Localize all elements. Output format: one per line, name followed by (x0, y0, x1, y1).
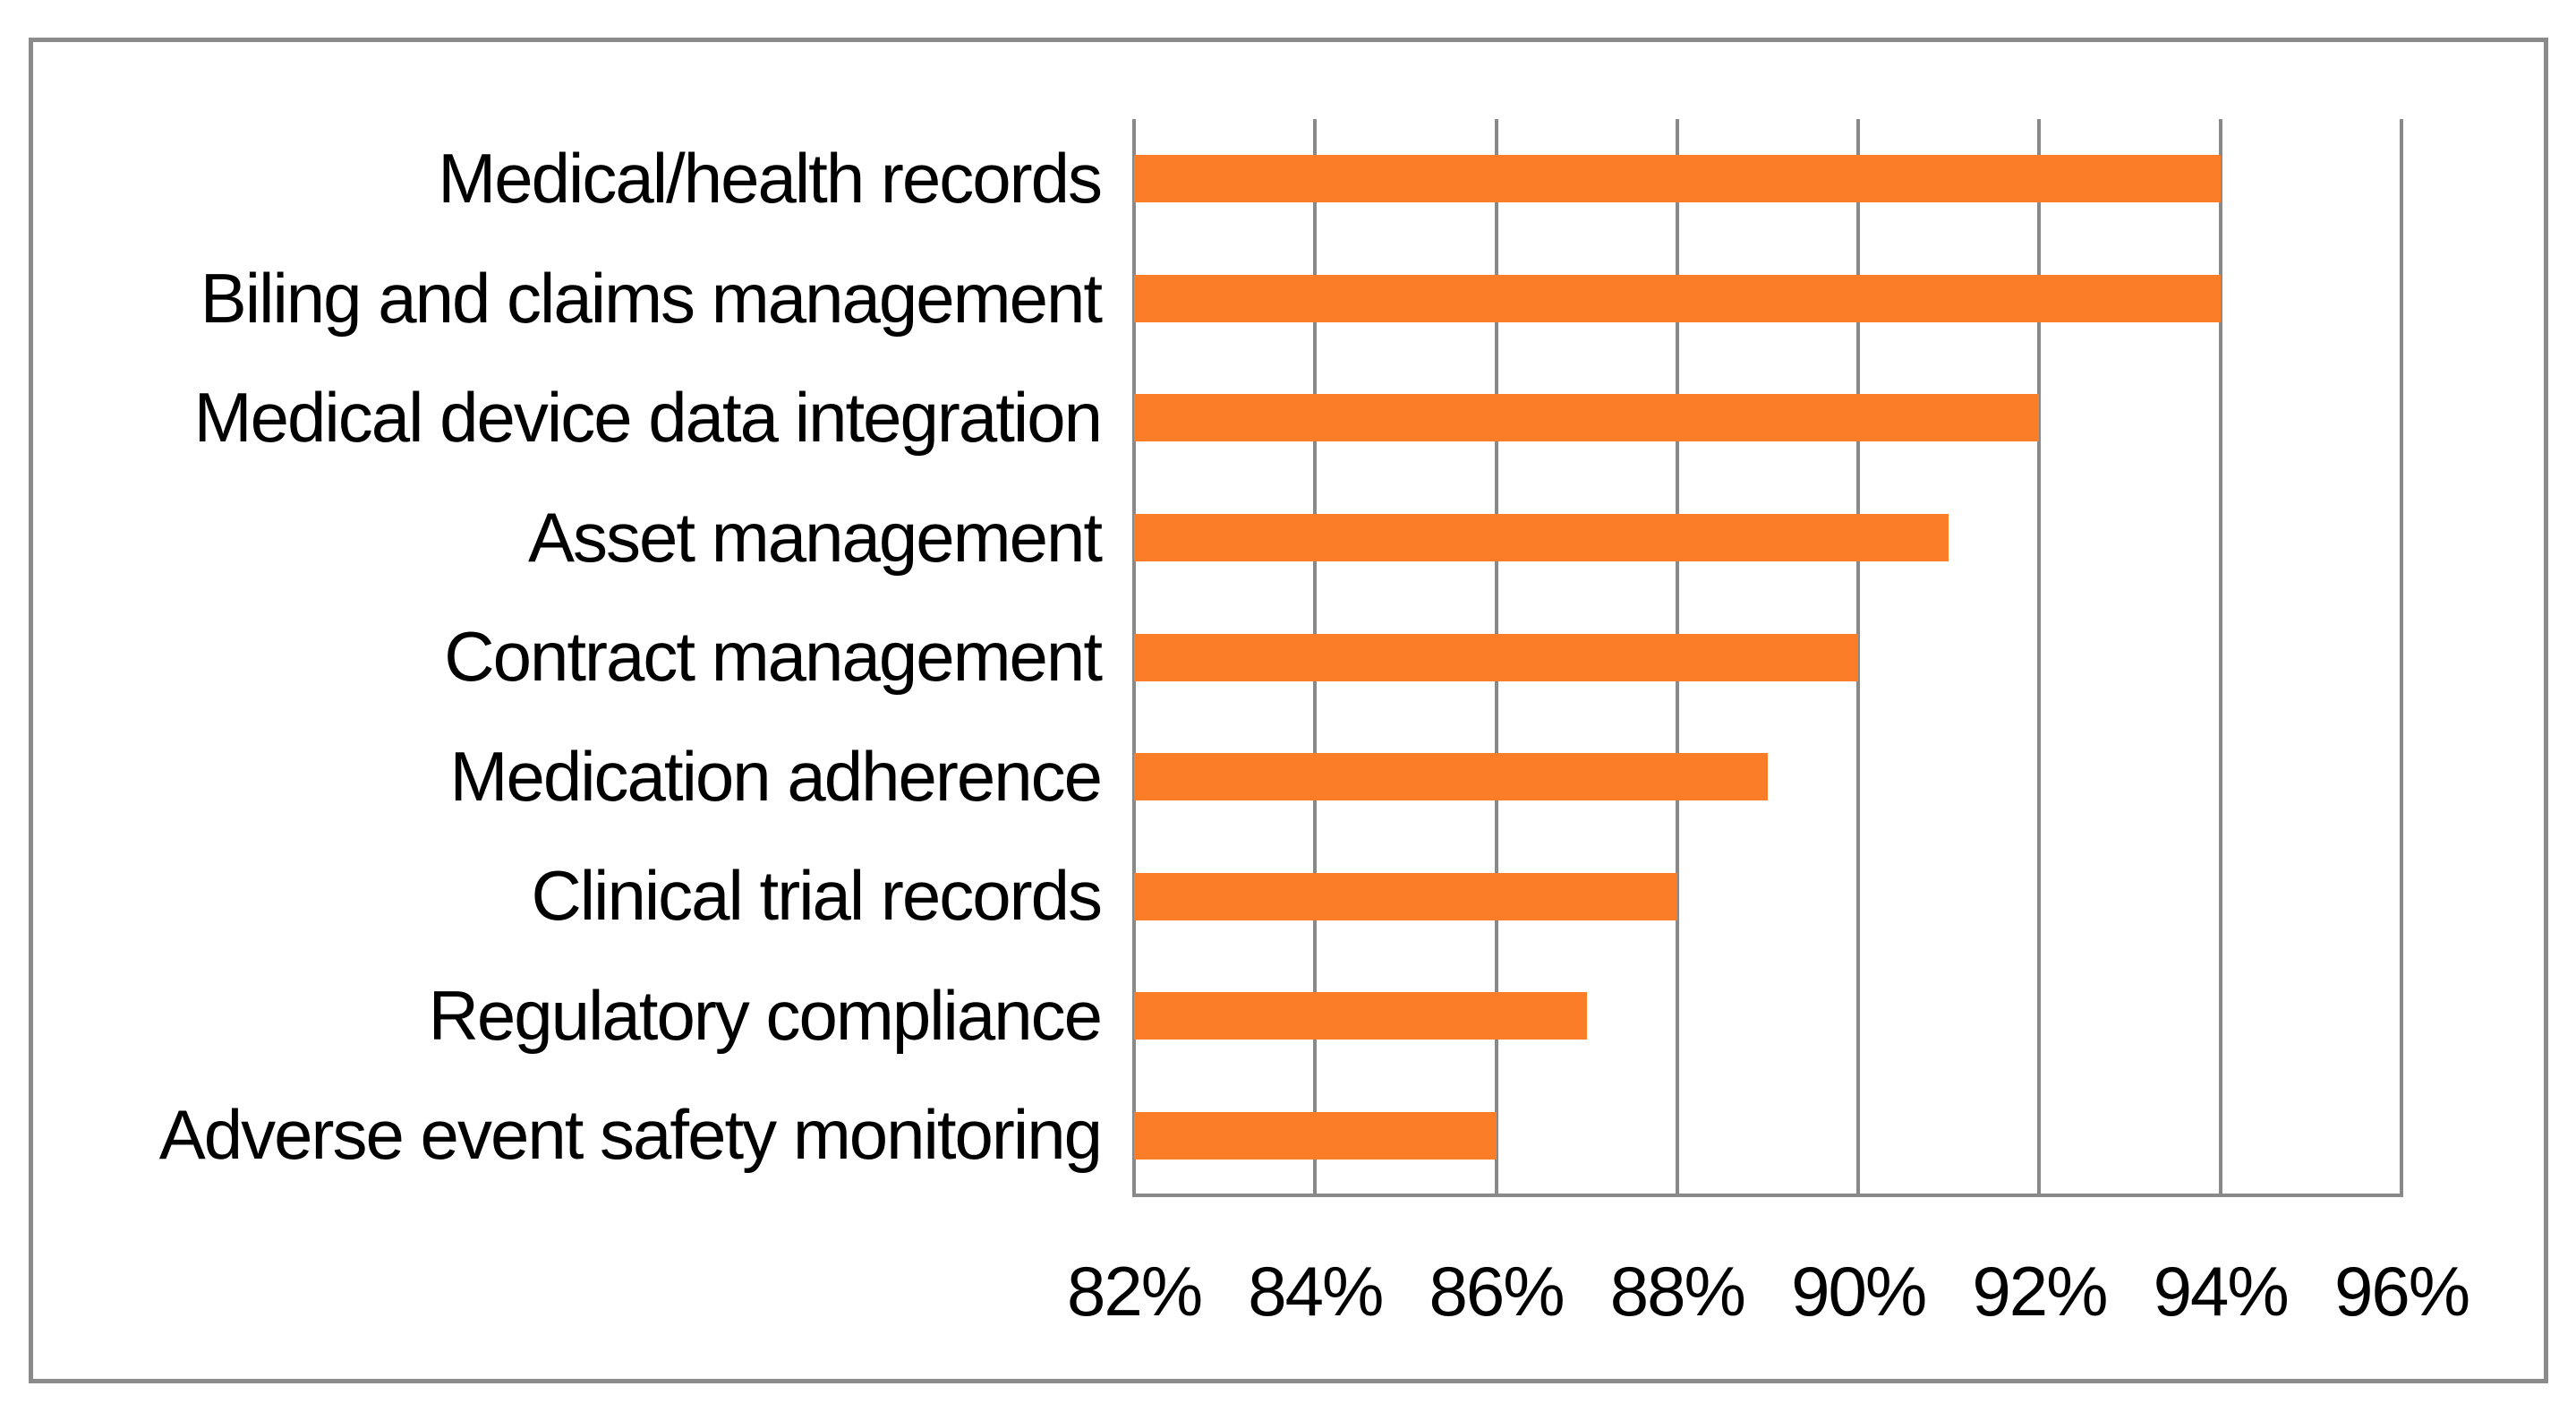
x-gridline-96 (2400, 119, 2403, 1195)
x-tick-label-86: 86% (1429, 1252, 1565, 1331)
category-label-5: Contract management (444, 617, 1103, 697)
category-label-9: Adverse event safety monitoring (158, 1095, 1103, 1175)
category-label-8: Regulatory compliance (428, 975, 1103, 1055)
x-tick-label-96: 96% (2333, 1252, 2470, 1331)
bar-6 (1134, 753, 1768, 801)
x-gridline-92 (2037, 119, 2042, 1195)
bar-3 (1134, 394, 2040, 442)
x-tick-label-94: 94% (2153, 1252, 2290, 1331)
x-gridline-94 (2218, 119, 2222, 1195)
x-gridline-90 (1856, 119, 1861, 1195)
category-label-3: Medical device data integration (193, 378, 1103, 458)
category-label-1: Medical/health records (438, 139, 1103, 218)
bar-5 (1134, 633, 1859, 681)
x-tick-label-82: 82% (1066, 1252, 1203, 1331)
x-tick-label-90: 90% (1791, 1252, 1927, 1331)
bar-4 (1134, 513, 1949, 561)
category-label-2: Biling and claims management (200, 258, 1103, 338)
bar-1 (1134, 155, 2221, 203)
bar-2 (1134, 274, 2221, 322)
bar-9 (1134, 1111, 1497, 1160)
x-tick-label-84: 84% (1248, 1252, 1384, 1331)
category-label-4: Asset management (527, 497, 1103, 577)
bar-8 (1134, 992, 1587, 1040)
category-label-6: Medication adherence (449, 736, 1103, 816)
bar-7 (1134, 872, 1677, 920)
x-axis-line (1132, 1194, 2403, 1197)
x-tick-label-92: 92% (1972, 1252, 2108, 1331)
category-label-7: Clinical trial records (531, 856, 1103, 936)
x-tick-label-88: 88% (1609, 1252, 1746, 1331)
